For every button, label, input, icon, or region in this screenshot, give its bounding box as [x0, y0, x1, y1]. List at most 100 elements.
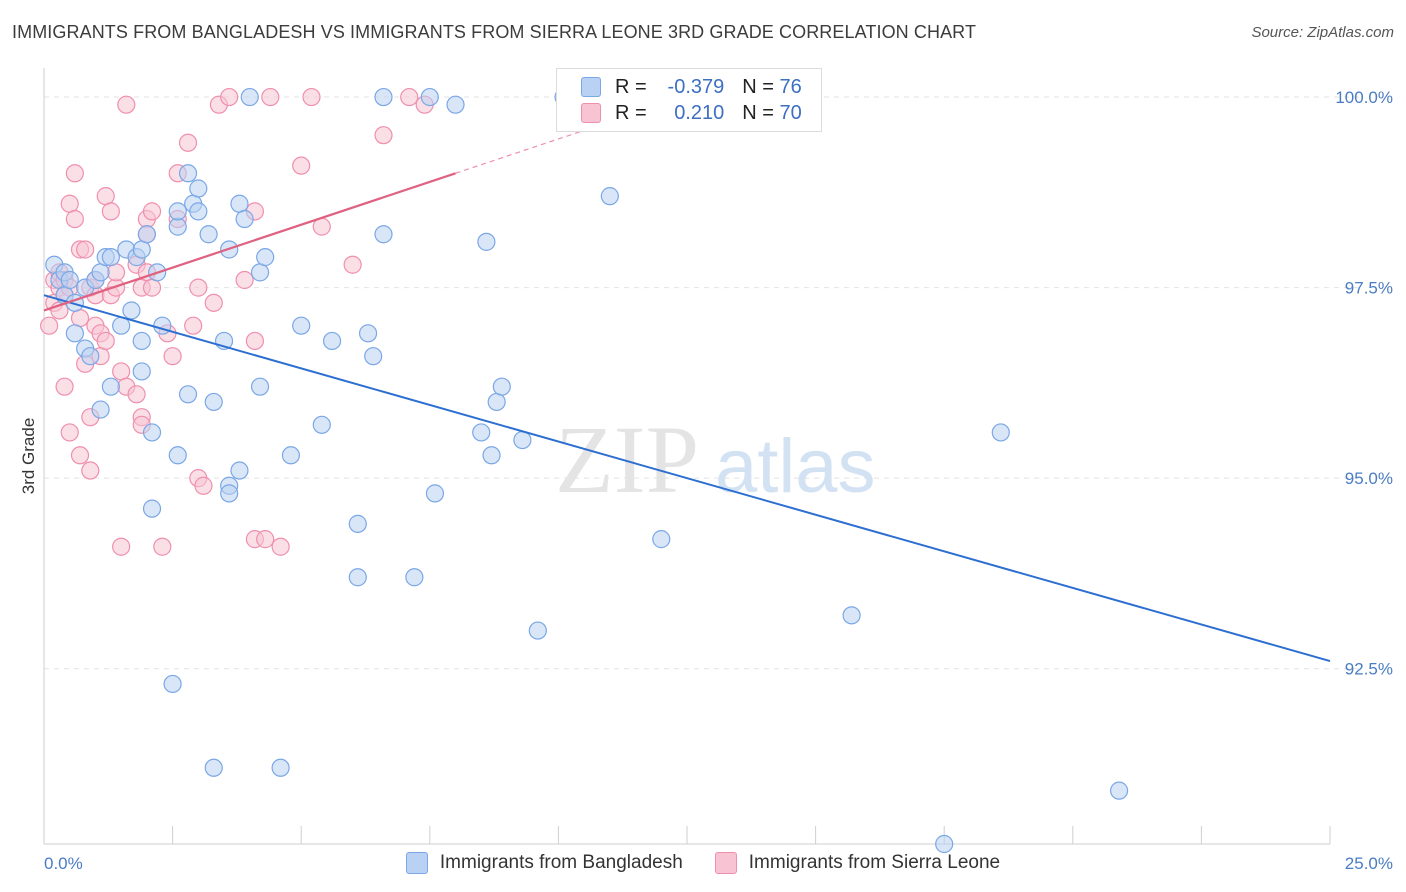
trend-lines [43, 129, 1331, 663]
y-tick-labels: 100.0% 97.5% 95.0% 92.5% [1335, 88, 1393, 679]
data-point [235, 270, 254, 290]
data-point [106, 263, 126, 282]
data-point [91, 263, 110, 282]
data-point [472, 423, 491, 442]
data-point [245, 331, 265, 351]
data-point [96, 187, 115, 206]
data-point [364, 347, 383, 366]
data-point [230, 461, 249, 480]
data-point [292, 316, 311, 335]
data-point [405, 568, 424, 587]
data-point [101, 377, 120, 396]
data-point [55, 377, 74, 396]
data-point [652, 530, 671, 549]
data-point [70, 308, 90, 328]
data-point [137, 225, 156, 244]
data-point [189, 278, 208, 297]
data-point [60, 194, 79, 213]
source-label: Source: ZipAtlas.com [1251, 24, 1394, 41]
data-point [76, 240, 95, 259]
r-label: R = [615, 75, 647, 98]
x-tick-labels: 0.0% 25.0% [44, 854, 1393, 873]
r-label: R = [615, 101, 647, 124]
data-point [96, 331, 115, 351]
data-point [91, 400, 110, 419]
data-point [513, 430, 532, 450]
data-point [1109, 781, 1129, 800]
data-point [487, 392, 506, 412]
trend-line-bangladesh [43, 294, 1331, 663]
data-point [178, 133, 198, 152]
data-point [70, 446, 90, 465]
y-tick-label: 92.5% [1345, 660, 1393, 679]
data-point [250, 377, 270, 396]
x-tick-label: 0.0% [44, 854, 83, 873]
trend-line-sierra-leone [43, 172, 456, 312]
data-point [168, 217, 187, 236]
series-bangladesh-points [45, 87, 1129, 854]
data-point [477, 232, 496, 251]
data-point [65, 164, 84, 183]
axes [43, 68, 1331, 845]
legend-row-bangladesh: R = -0.379 N = 76 [581, 75, 802, 99]
y-tick-label: 100.0% [1335, 88, 1393, 107]
legend-swatch-blue [581, 77, 601, 97]
n-value-bangladesh: 76 [779, 75, 802, 98]
data-point [935, 834, 954, 854]
legend-label-bangladesh: Immigrants from Bangladesh [439, 852, 683, 873]
data-point [40, 316, 59, 335]
data-point [112, 362, 131, 381]
data-point [65, 209, 84, 229]
data-point [374, 126, 393, 145]
data-point [240, 87, 259, 107]
data-point [81, 461, 100, 480]
data-point [189, 179, 208, 198]
n-label: N = [742, 75, 774, 98]
y-tick-label: 97.5% [1345, 279, 1393, 298]
data-point [420, 87, 439, 107]
data-point [220, 484, 239, 503]
data-point [842, 606, 861, 625]
data-point [132, 240, 151, 259]
data-point [991, 423, 1010, 442]
watermark-atlas: atlas [715, 424, 876, 509]
data-point [256, 248, 275, 267]
data-point [101, 202, 120, 221]
data-point [153, 316, 172, 335]
data-point [374, 225, 393, 244]
data-point [153, 537, 172, 556]
data-point [142, 499, 162, 518]
data-point [528, 621, 547, 640]
data-point [163, 347, 182, 366]
data-point [204, 758, 223, 777]
data-point [492, 377, 511, 396]
watermark: ZIP atlas [555, 406, 876, 513]
n-value-sierra-leone: 70 [779, 101, 802, 124]
data-point [142, 423, 162, 442]
legend-label-sierra-leone: Immigrants from Sierra Leone [748, 852, 1001, 873]
data-point [271, 758, 290, 777]
data-point [178, 385, 198, 404]
data-point [199, 225, 218, 244]
legend-swatch-pink [581, 103, 601, 123]
data-point [163, 674, 182, 694]
data-point [261, 87, 280, 107]
data-point [81, 347, 100, 366]
watermark-zip: ZIP [555, 406, 699, 513]
series-legend: Immigrants from Bangladesh Immigrants fr… [0, 852, 1406, 874]
stats-legend: R = -0.379 N = 76 R = 0.210 N = 70 [556, 68, 822, 132]
data-point [348, 514, 367, 533]
data-point [168, 202, 187, 221]
grid [44, 96, 1360, 670]
data-point [132, 331, 151, 351]
trend-extension-sierra-leone [455, 129, 585, 174]
n-label: N = [742, 101, 774, 124]
data-point [112, 537, 131, 556]
data-point [60, 270, 79, 290]
data-point [292, 156, 311, 175]
data-point [446, 95, 465, 114]
r-value-bangladesh: -0.379 [667, 75, 725, 98]
legend-item-sierra-leone: Immigrants from Sierra Leone [714, 852, 1001, 874]
data-point [250, 263, 270, 282]
data-point [281, 446, 301, 465]
